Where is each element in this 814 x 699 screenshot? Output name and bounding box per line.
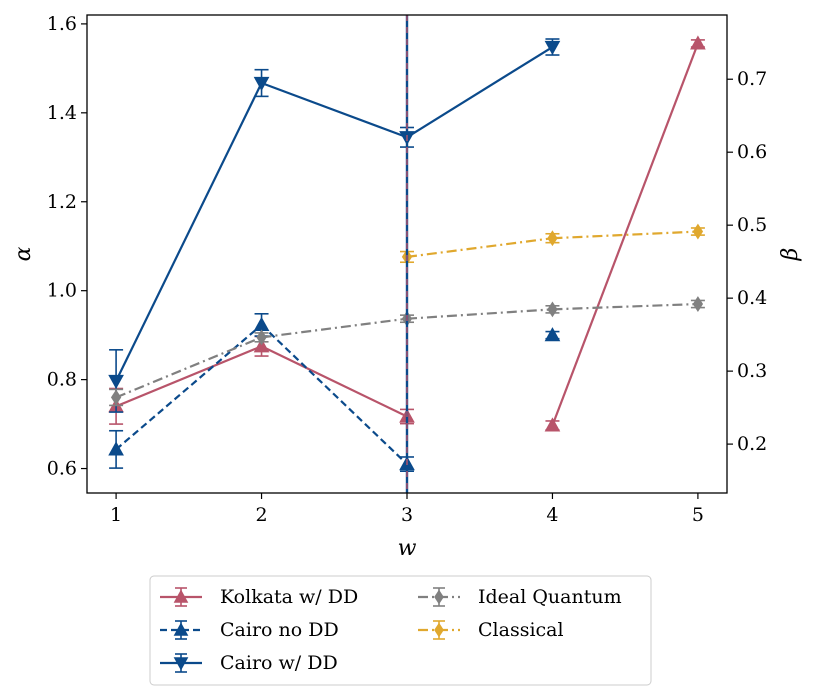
series-line-segment [406, 237, 553, 258]
series-2 [108, 38, 561, 413]
series-line-segment [115, 345, 262, 408]
legend-marker [173, 657, 189, 671]
series-0 [108, 35, 706, 432]
y-tick-label: 1.4 [47, 102, 77, 124]
series-1 [108, 313, 561, 473]
x-tick-label: 5 [692, 504, 704, 526]
y-tick-label: 1.2 [47, 191, 77, 213]
y2-tick-label: 0.6 [737, 141, 767, 163]
series-line-segment [552, 302, 698, 311]
legend-item: Classical [418, 619, 564, 641]
data-point [547, 301, 558, 318]
series-line-segment [261, 82, 408, 139]
legend-item: Cairo no DD [160, 619, 339, 641]
legend-marker [173, 622, 189, 636]
data-point [690, 35, 706, 50]
series-line-segment [551, 43, 699, 426]
legend-label: Classical [478, 619, 564, 641]
data-point [692, 296, 704, 312]
legend-label: Cairo no DD [220, 619, 339, 641]
data-point [108, 441, 124, 456]
series-line-segment [115, 82, 263, 382]
data-point [544, 40, 561, 56]
data-point [256, 329, 267, 346]
legend-item: Cairo w/ DD [160, 652, 338, 674]
x-tick-label: 1 [110, 504, 122, 526]
y-tick-label: 0.6 [47, 458, 77, 480]
legend-box [149, 575, 652, 686]
x-tick-label: 3 [401, 504, 413, 526]
y2-tick-label: 0.3 [737, 360, 767, 382]
series-line-segment [261, 317, 408, 339]
series-line-segment [261, 345, 408, 418]
y-tick-label: 0.8 [47, 369, 77, 391]
data-point [253, 76, 270, 92]
legend-marker [173, 589, 189, 603]
legend: Kolkata w/ DD Cairo no DD Cairo w/ DD Ideal… [149, 575, 652, 686]
y2-axis-label: β [778, 248, 803, 262]
data-point [544, 417, 561, 432]
legend-marker [434, 589, 444, 605]
y-tick-label: 1.0 [47, 280, 77, 302]
data-point [253, 316, 270, 332]
data-point [108, 374, 124, 389]
x-axis-label: w [398, 536, 417, 561]
data-point [110, 389, 122, 406]
series-line-segment [406, 308, 553, 320]
data-point [547, 230, 558, 247]
data-point [692, 223, 704, 240]
y2-tick-label: 0.4 [737, 287, 767, 309]
series-line-segment [115, 324, 263, 451]
data-point [253, 338, 270, 353]
x-tick-label: 4 [546, 504, 558, 526]
y-axis-label: α [11, 246, 36, 261]
x-tick-label: 2 [255, 504, 267, 526]
series-line-segment [552, 230, 698, 240]
series-3 [109, 296, 705, 407]
y2-tick-label: 0.5 [737, 214, 767, 236]
legend-label: Ideal Quantum [478, 586, 622, 608]
legend-label: Kolkata w/ DD [220, 586, 358, 608]
data-point [544, 327, 561, 342]
legend-label: Cairo w/ DD [220, 652, 338, 674]
series-4 [400, 223, 705, 265]
y2-tick-label: 0.7 [737, 68, 767, 90]
series-line-segment [406, 46, 554, 139]
series-line-segment [260, 324, 408, 465]
series-line-segment [115, 336, 262, 399]
legend-item: Ideal Quantum [418, 586, 622, 608]
y-tick-label: 1.6 [47, 13, 77, 35]
plot-area [108, 15, 706, 493]
axes: 1 2 3 4 5 0.6 0.8 1.0 1.2 1.4 1.6 0.2 0.3 0.4 0.5 0.6 0.… [47, 13, 767, 526]
y2-tick-label: 0.2 [737, 433, 767, 455]
legend-item: Kolkata w/ DD [160, 586, 358, 608]
legend-marker [434, 622, 444, 638]
